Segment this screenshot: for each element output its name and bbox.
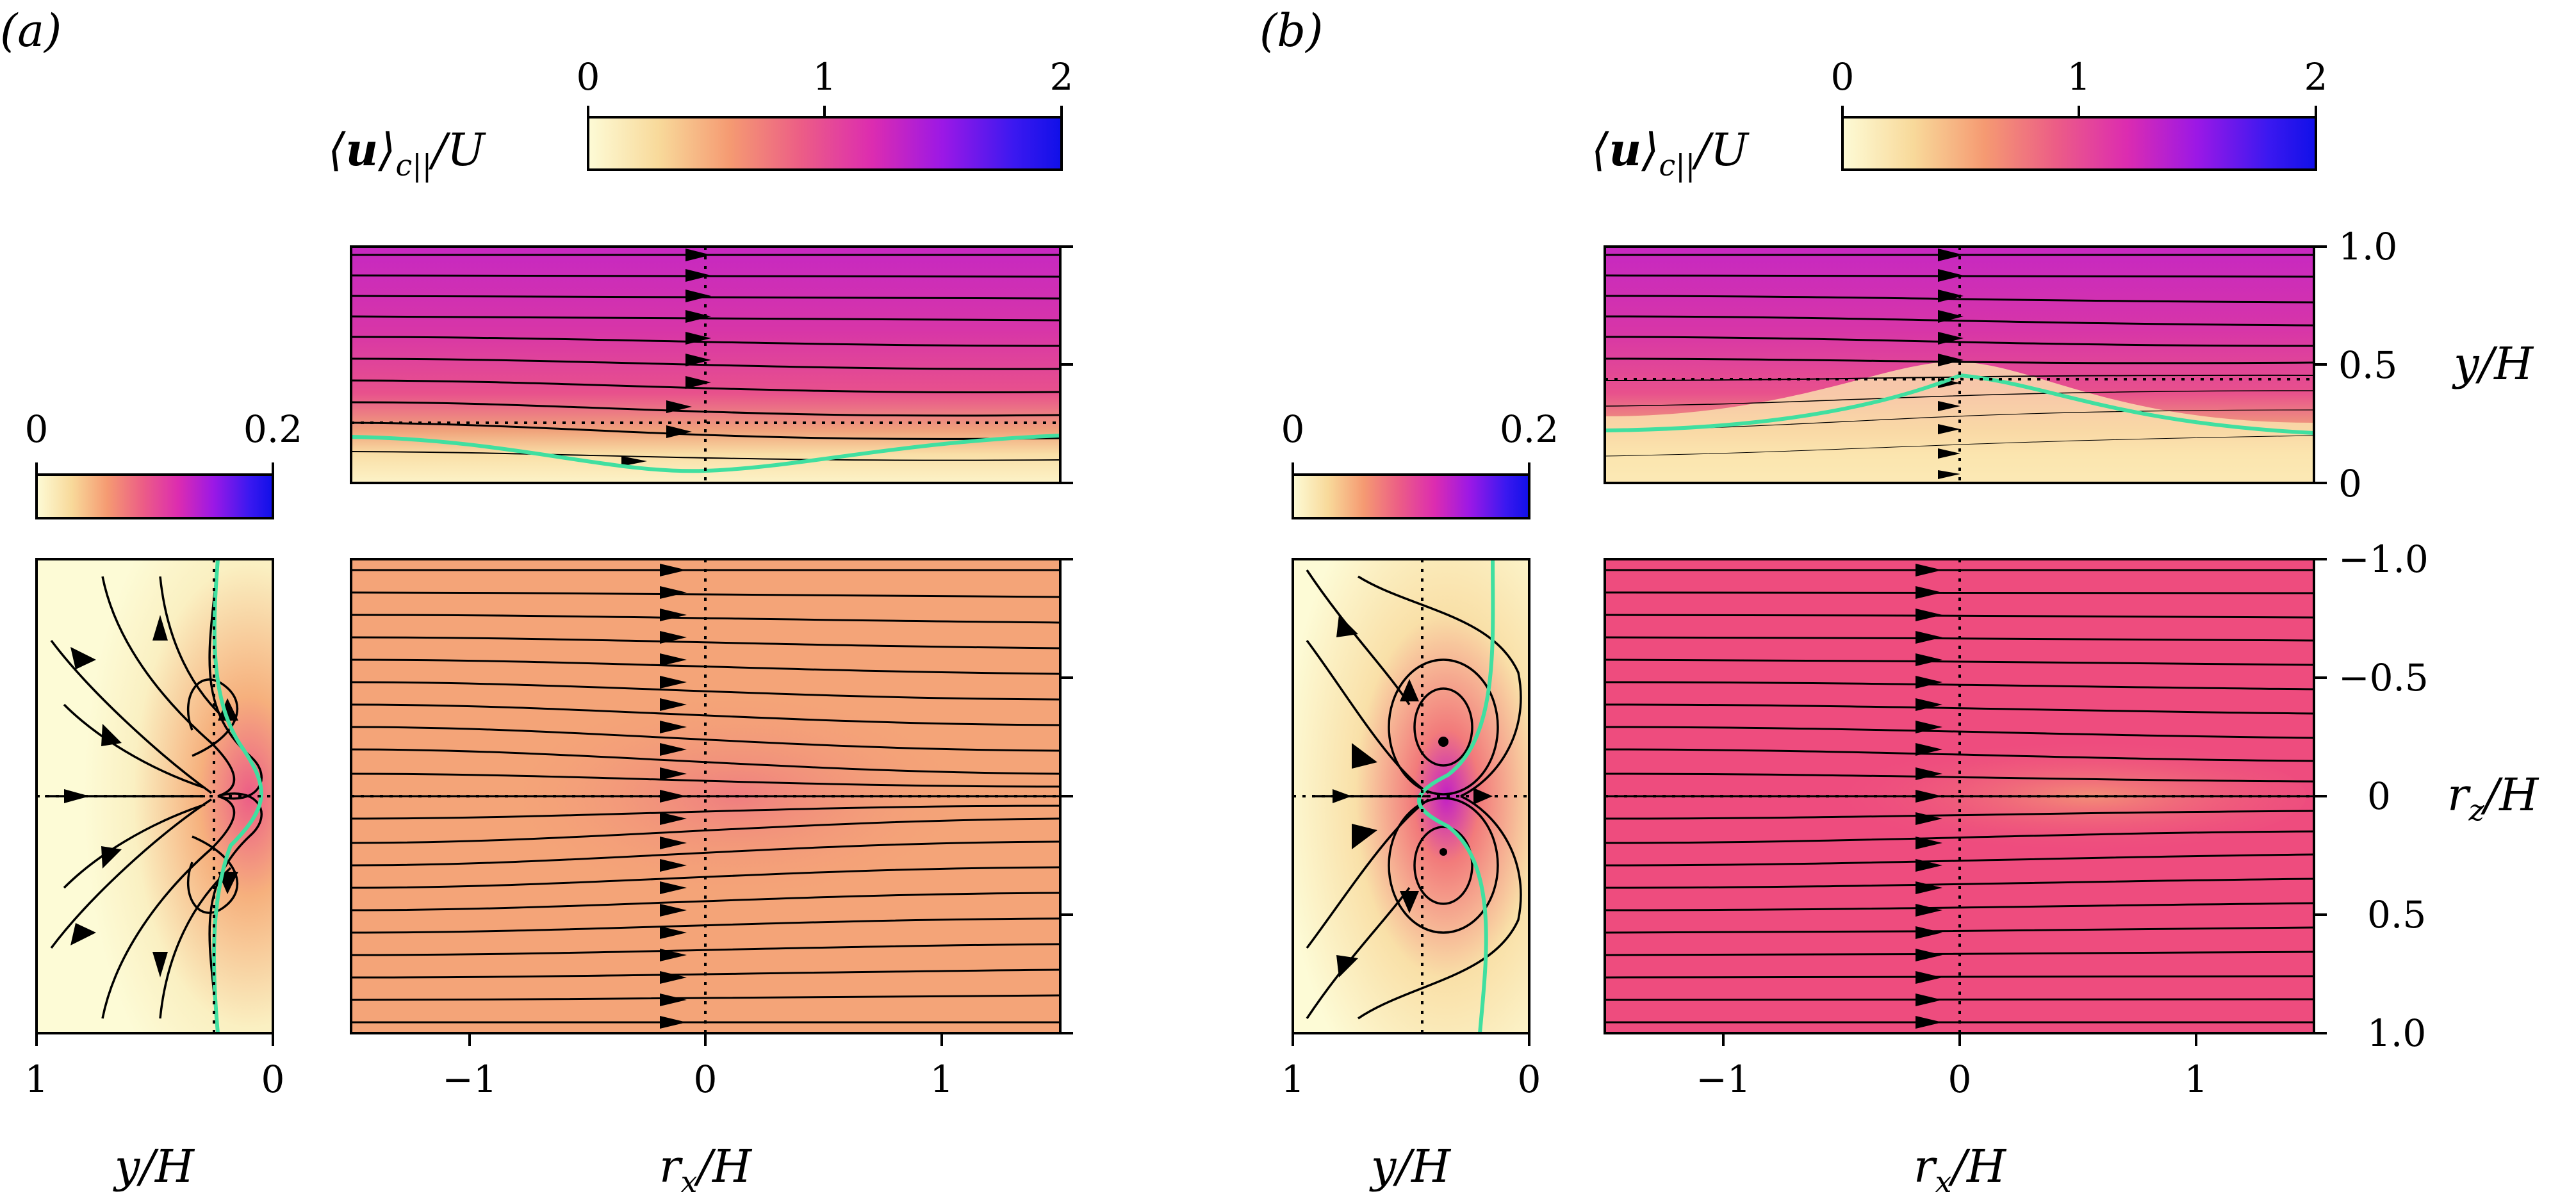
side-x-axis-label-a: y/H — [113, 1140, 195, 1193]
colorbar-main-b-tick-2: 2 — [2304, 55, 2328, 99]
colorbar-main-a-bar — [587, 116, 1063, 171]
colorbar-main-a-tick-1: 1 — [813, 55, 837, 99]
x-tick-a-2: 1 — [930, 1058, 954, 1101]
bottom-field-a: −1 0 1 rx/H — [350, 558, 1073, 1199]
colorbar-side-b-bar — [1292, 473, 1530, 519]
side-x-axis-label-b: y/H — [1369, 1140, 1452, 1193]
side-field-b: 0 0.2 — [1281, 407, 1559, 1193]
y-tick-top-1: 0.5 — [2338, 343, 2397, 387]
side-field-b-arrows — [1333, 615, 1493, 977]
bottom-field-b: −1.0 −0.5 0 0.5 1.0 rz/H −1 0 1 rx/H — [1604, 537, 2539, 1199]
panel-label-a: (a) — [0, 4, 62, 57]
side-field-a-green-curve — [212, 559, 263, 1034]
side-field-b-green-curve — [1417, 559, 1495, 1034]
colorbar-main-b: 0 1 2 ⟨u⟩c||/U — [1591, 55, 2327, 183]
x-tick-b-2: 1 — [2185, 1058, 2208, 1101]
panel-label-b: (b) — [1259, 4, 1323, 57]
colorbar-main-a-tick-0: 0 — [577, 55, 600, 99]
x-axis-label-a: rx/H — [659, 1140, 753, 1199]
colorbar-main-a-tick-2: 2 — [1050, 55, 1074, 99]
colorbar-side-b-tick-1: 0.2 — [1500, 407, 1559, 451]
y-axis-label-rz: rz/H — [2447, 769, 2539, 828]
panel-b: (b) 0 1 2 ⟨u⟩c||/U — [1259, 4, 2539, 1199]
bottom-field-a-streamlines — [350, 569, 1061, 1024]
y-tick-rz-0: −1.0 — [2338, 537, 2429, 581]
side-field-b-streamlines — [1306, 569, 1522, 1020]
y-tick-rz-4: 1.0 — [2367, 1011, 2426, 1055]
panel-a: (a) 0 1 2 ⟨u⟩c||/U — [0, 4, 1073, 1199]
x-tick-b-1: 0 — [1948, 1058, 1972, 1101]
colorbar-main-b-tick-1: 1 — [2067, 55, 2091, 99]
top-field-b: 1.0 0.5 0 y/H — [1604, 225, 2534, 505]
colorbar-main-b-tick-0: 0 — [1831, 55, 1855, 99]
colorbar-side-b-tick-0: 0 — [1281, 407, 1305, 451]
colorbar-side-a-tick-0: 0 — [25, 407, 49, 451]
top-field-a — [350, 245, 1073, 484]
top-field-a-arrows — [621, 249, 711, 466]
side-x-tick-a-0: 1 — [25, 1058, 49, 1101]
y-tick-top-2: 0 — [2338, 462, 2362, 505]
side-field-a: 0 0.2 — [25, 407, 303, 1193]
y-tick-top-0: 1.0 — [2338, 225, 2397, 268]
top-field-b-arrows — [1938, 249, 1964, 479]
bottom-field-b-arrows — [1916, 564, 1942, 1029]
x-axis-label-b: rx/H — [1914, 1140, 2007, 1199]
colorbar-main-b-bar — [1841, 116, 2317, 171]
y-tick-rz-2: 0 — [2367, 774, 2391, 818]
side-x-tick-b-0: 1 — [1281, 1058, 1305, 1101]
y-tick-rz-1: −0.5 — [2338, 656, 2429, 699]
colorbar-side-a-bar — [35, 473, 274, 519]
y-axis-label-top: y/H — [2452, 338, 2534, 390]
x-tick-a-1: 0 — [694, 1058, 718, 1101]
colorbar-main-a-label: ⟨u⟩c||/U — [328, 123, 486, 183]
colorbar-main-a: 0 1 2 ⟨u⟩c||/U — [328, 55, 1073, 183]
colorbar-main-b-label: ⟨u⟩c||/U — [1591, 123, 1750, 183]
side-x-tick-a-1: 0 — [261, 1058, 285, 1101]
bottom-field-a-arrows — [660, 564, 687, 1029]
x-tick-a-0: −1 — [442, 1058, 497, 1101]
side-x-tick-b-1: 0 — [1518, 1058, 1541, 1101]
x-tick-b-0: −1 — [1696, 1058, 1751, 1101]
y-tick-rz-3: 0.5 — [2367, 893, 2426, 936]
colorbar-side-a-tick-1: 0.2 — [243, 407, 302, 451]
top-field-b-green-curve — [1604, 373, 2315, 435]
